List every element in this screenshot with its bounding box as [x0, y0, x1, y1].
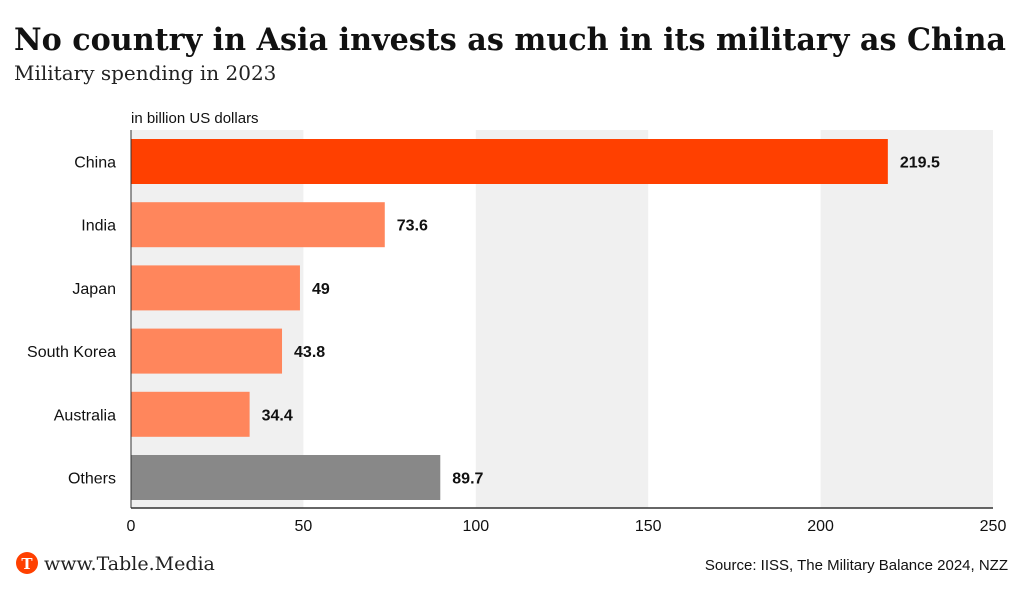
category-label: South Korea [27, 344, 116, 361]
category-label: India [81, 218, 116, 235]
source-note: Source: IISS, The Military Balance 2024,… [705, 557, 1008, 574]
grid-band [475, 130, 649, 508]
value-label: 73.6 [397, 218, 428, 235]
x-axis: 0 50 100 150 200 250 [127, 130, 1007, 535]
bar-australia [131, 391, 250, 437]
x-tick-label: 100 [462, 518, 489, 535]
grid-bands [131, 130, 993, 508]
x-tick-label: 50 [295, 518, 313, 535]
value-label: 34.4 [262, 407, 293, 424]
brand-logo: T [16, 552, 38, 574]
category-label: China [74, 155, 116, 172]
x-tick-label: 200 [807, 518, 834, 535]
x-tick-label: 150 [635, 518, 662, 535]
brand-logo-circle [16, 552, 38, 574]
grid-band [820, 130, 993, 508]
value-label: 49 [312, 281, 330, 298]
x-tick-label: 0 [127, 518, 136, 535]
brand-link[interactable]: www.Table.Media [44, 553, 215, 575]
value-label: 43.8 [294, 344, 325, 361]
value-label: 219.5 [900, 155, 940, 172]
value-label: 89.7 [452, 471, 483, 488]
unit-label: in billion US dollars [131, 110, 259, 127]
chart-subtitle: Military spending in 2023 [14, 61, 276, 85]
category-label: Australia [54, 407, 116, 424]
bar-india [131, 202, 385, 248]
bar-japan [131, 265, 300, 311]
grid-band [131, 130, 304, 508]
bar-china [131, 139, 888, 184]
bars: China 219.5 India 73.6 Japan 49 South Korea 43.… [27, 139, 940, 500]
x-tick-label: 250 [980, 518, 1007, 535]
category-label: Japan [72, 281, 116, 298]
category-label: Others [68, 471, 116, 488]
chart-title: No country in Asia invests as much in it… [14, 22, 1006, 58]
bar-south-korea [131, 328, 283, 374]
bar-others [131, 455, 441, 500]
brand-logo-letter: T [21, 555, 33, 573]
